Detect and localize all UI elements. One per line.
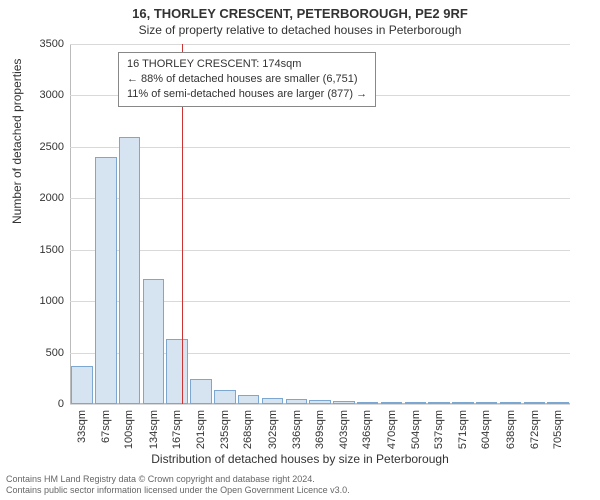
histogram-bar (95, 157, 117, 404)
annotation-box: 16 THORLEY CRESCENT: 174sqm← 88% of deta… (118, 52, 376, 107)
x-tick-label: 33sqm (76, 410, 88, 443)
x-axis-label: Distribution of detached houses by size … (0, 452, 600, 466)
histogram-bar (500, 402, 522, 404)
chart-main-title: 16, THORLEY CRESCENT, PETERBOROUGH, PE2 … (0, 0, 600, 21)
histogram-bar (524, 402, 546, 404)
histogram-bar (166, 339, 188, 404)
x-tick-label: 604sqm (480, 410, 492, 449)
histogram-bar (143, 279, 165, 404)
footer-line-1: Contains HM Land Registry data © Crown c… (6, 474, 350, 485)
y-tick-label: 1000 (24, 295, 64, 307)
histogram-bar (214, 390, 236, 404)
histogram-bar (452, 402, 474, 404)
footer-line-2: Contains public sector information licen… (6, 485, 350, 496)
x-tick-label: 167sqm (171, 410, 183, 449)
y-axis-label: Number of detached properties (10, 59, 24, 224)
histogram-bar (405, 402, 427, 404)
histogram-bar (476, 402, 498, 404)
y-tick-label: 500 (24, 347, 64, 359)
annotation-line-3: 11% of semi-detached houses are larger (… (127, 87, 367, 102)
histogram-bar (381, 402, 403, 404)
x-tick-label: 403sqm (338, 410, 350, 449)
x-tick-label: 537sqm (433, 410, 445, 449)
x-tick-label: 436sqm (361, 410, 373, 449)
x-tick-label: 705sqm (552, 410, 564, 449)
gridline-horizontal (70, 44, 570, 45)
x-tick-label: 235sqm (219, 410, 231, 449)
gridline-horizontal (70, 404, 570, 405)
chart-subtitle: Size of property relative to detached ho… (0, 21, 600, 37)
x-tick-label: 672sqm (529, 410, 541, 449)
histogram-bar (238, 395, 260, 404)
y-tick-label: 3000 (24, 89, 64, 101)
x-tick-label: 268sqm (242, 410, 254, 449)
histogram-bar (547, 402, 569, 404)
annotation-line-2: ← 88% of detached houses are smaller (6,… (127, 72, 367, 87)
histogram-bar (333, 401, 355, 404)
footer-attribution: Contains HM Land Registry data © Crown c… (6, 474, 350, 496)
histogram-bar (357, 402, 379, 404)
gridline-horizontal (70, 250, 570, 251)
histogram-bar (190, 379, 212, 404)
histogram-bar (428, 402, 450, 404)
x-tick-label: 134sqm (148, 410, 160, 449)
y-tick-label: 3500 (24, 38, 64, 50)
x-tick-label: 470sqm (386, 410, 398, 449)
histogram-bar (71, 366, 93, 404)
x-tick-label: 336sqm (291, 410, 303, 449)
y-tick-label: 1500 (24, 244, 64, 256)
y-axis-line (70, 44, 71, 404)
y-tick-label: 2500 (24, 141, 64, 153)
x-tick-label: 638sqm (505, 410, 517, 449)
x-tick-label: 302sqm (267, 410, 279, 449)
histogram-bar (309, 400, 331, 404)
annotation-line-1: 16 THORLEY CRESCENT: 174sqm (127, 57, 367, 72)
gridline-horizontal (70, 147, 570, 148)
x-tick-label: 100sqm (123, 410, 135, 449)
x-tick-label: 571sqm (457, 410, 469, 449)
histogram-bar (119, 137, 141, 404)
y-tick-label: 0 (24, 398, 64, 410)
histogram-bar (286, 399, 308, 404)
x-tick-label: 504sqm (410, 410, 422, 449)
x-tick-label: 369sqm (314, 410, 326, 449)
y-tick-label: 2000 (24, 192, 64, 204)
x-tick-label: 67sqm (100, 410, 112, 443)
x-tick-label: 201sqm (195, 410, 207, 449)
chart-plot-area: 050010001500200025003000350033sqm67sqm10… (70, 44, 570, 404)
histogram-bar (262, 398, 284, 404)
gridline-horizontal (70, 198, 570, 199)
